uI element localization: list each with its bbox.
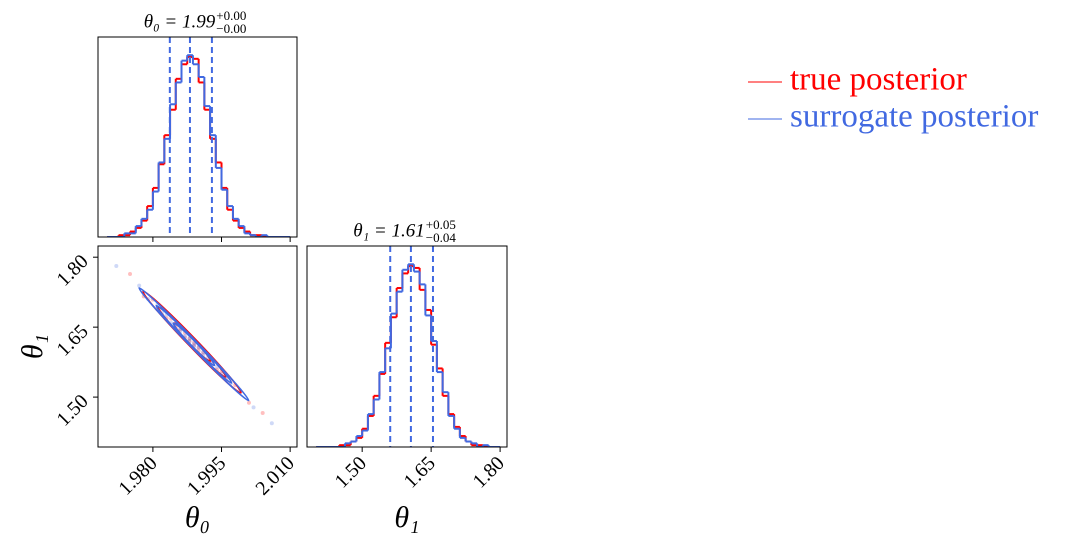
title-lower: −0.04: [426, 230, 457, 245]
axes-frame: [97, 245, 298, 448]
y-tick-label: 1.65: [52, 320, 92, 360]
x-tick-label: 1.50: [331, 452, 371, 492]
x-tick-label: 1.995: [183, 452, 230, 499]
y-axis-label: θ₁: [16, 334, 49, 359]
x-tick-label: 2.010: [252, 452, 299, 499]
sample-point: [246, 400, 251, 405]
x-axis-label: θ₀: [185, 501, 210, 534]
sample-point: [128, 271, 133, 276]
panel-title: θ₁ = 1.61: [353, 220, 425, 241]
x-tick-label: 1.80: [469, 452, 509, 492]
plot-area: [114, 264, 274, 426]
x-axis-label: θ₁: [394, 501, 419, 534]
contour: [138, 287, 250, 402]
title-upper: +0.05: [426, 217, 456, 232]
y-tick-label: 1.80: [52, 250, 92, 290]
sample-point: [251, 405, 256, 410]
x-tick-label: 1.980: [114, 452, 161, 499]
legend-label: surrogate posterior: [790, 99, 1038, 135]
legend-label: true posterior: [790, 62, 967, 98]
sample-point: [260, 410, 265, 415]
plot-area: [107, 37, 291, 237]
y-tick-label: 1.50: [52, 390, 92, 430]
sample-point: [137, 283, 142, 288]
plot-area: [316, 246, 501, 447]
sample-point: [192, 341, 197, 346]
axes-frame: [306, 245, 508, 448]
title-lower: −0.00: [216, 21, 246, 36]
x-tick-label: 1.65: [400, 452, 440, 492]
sample-point: [114, 264, 119, 269]
axes-frame: [97, 36, 298, 238]
sample-point: [269, 421, 274, 426]
panel-title: θ₀ = 1.99: [144, 11, 216, 32]
title-upper: +0.00: [216, 8, 246, 23]
